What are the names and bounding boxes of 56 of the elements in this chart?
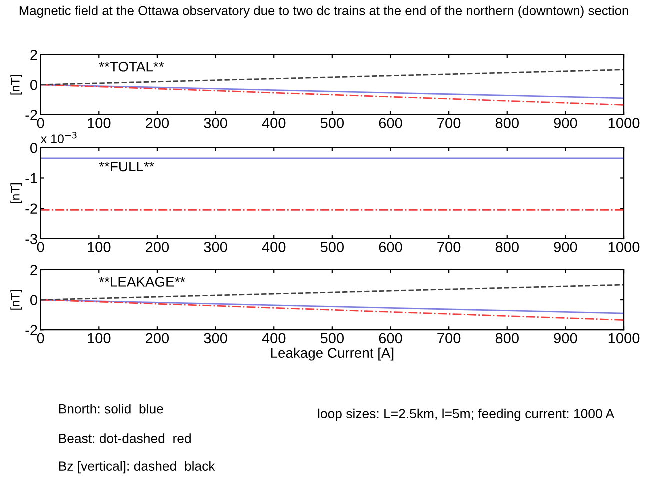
y-tick-label: -2 <box>26 110 38 120</box>
y-tick-label: 2 <box>30 50 38 60</box>
y-axis-title: [nT] <box>10 184 22 204</box>
y-tick-label: -1 <box>26 173 38 184</box>
x-tick-label: 200 <box>146 118 170 128</box>
x-tick-label: 900 <box>554 118 578 128</box>
x-tick-label: 300 <box>204 242 228 252</box>
y-tick-label: -2 <box>26 204 38 214</box>
x-tick-label: 400 <box>262 118 286 128</box>
y-tick-label: 2 <box>30 265 38 276</box>
x-tick-label: 300 <box>204 333 228 344</box>
text: x 10$^{−3}$ <box>40 132 77 144</box>
x-tick-label: 0 <box>37 242 44 252</box>
x-tick-label: 600 <box>379 118 402 128</box>
x-tick-label: 200 <box>146 242 170 252</box>
x-tick-label: 600 <box>379 242 402 252</box>
y-axis-title: [nT] <box>10 290 22 310</box>
y-tick-label: -2 <box>26 325 38 336</box>
x-tick-label: 900 <box>554 242 578 252</box>
text: Beast: dot-dashed red <box>59 434 191 444</box>
x-tick-label: 600 <box>379 333 402 344</box>
x-tick-label: 200 <box>146 333 170 344</box>
x-tick-label: 800 <box>496 118 519 128</box>
x-tick-label: 1000 <box>608 333 640 344</box>
x-tick-label: 800 <box>496 333 519 344</box>
x-tick-label: 300 <box>204 118 228 128</box>
annotation: **TOTAL** <box>99 62 164 72</box>
y-tick-label: 0 <box>30 142 38 154</box>
annotation: **FULL** <box>99 162 155 172</box>
x-tick-label: 400 <box>262 242 286 252</box>
y-tick-label: -3 <box>26 234 38 244</box>
x-tick-label: 100 <box>88 333 111 344</box>
chart-title: Magnetic field at the Ottawa observatory due to two dc trains at the end of the northern (downtown) section <box>20 6 628 18</box>
x-tick-label: 100 <box>88 118 111 128</box>
x-tick-label: 400 <box>262 333 286 344</box>
x-tick-label: 0 <box>37 118 44 128</box>
text: loop sizes: L=2.5km, l=5m; feeding current: 1000 A <box>318 408 615 422</box>
y-tick-label: 0 <box>30 295 38 306</box>
line-series <box>40 299 624 322</box>
text: Bnorth: solid blue <box>59 404 164 414</box>
x-tick-label: 1000 <box>608 242 640 252</box>
x-tick-label: 500 <box>320 333 344 344</box>
text: Bz [vertical]: dashed black <box>59 461 216 474</box>
x-tick-label: 700 <box>438 333 461 344</box>
x-tick-label: 700 <box>438 118 461 128</box>
y-axis-title: [nT] <box>10 75 22 95</box>
x-tick-label: 700 <box>438 242 461 252</box>
x-tick-label: 800 <box>496 242 519 252</box>
annotation: **LEAKAGE** <box>99 277 186 287</box>
x-axis-title: Leakage Current [A] <box>271 348 394 361</box>
x-tick-label: 500 <box>320 118 344 128</box>
x-tick-label: 1000 <box>608 118 640 128</box>
x-tick-label: 100 <box>88 242 111 252</box>
x-tick-label: 900 <box>554 333 578 344</box>
y-tick-label: 0 <box>30 80 38 90</box>
x-tick-label: 500 <box>320 242 344 252</box>
